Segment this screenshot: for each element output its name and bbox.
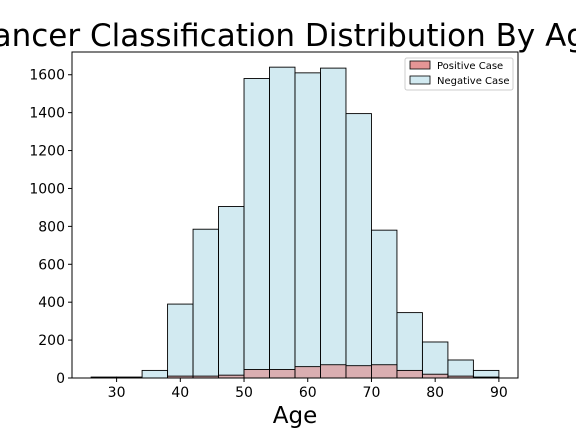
positive-bar	[243, 369, 270, 379]
legend: Positive Case Negative Case	[404, 57, 514, 91]
negative-bar	[396, 312, 423, 379]
negative-bar	[371, 229, 398, 379]
x-tick-label: 30	[108, 385, 126, 401]
positive-bar	[320, 364, 347, 379]
x-tick-label: 50	[235, 385, 253, 401]
negative-bar	[269, 66, 296, 379]
legend-box	[404, 57, 514, 91]
y-tick-label: 1400	[29, 106, 65, 122]
x-tick-label: 70	[363, 385, 381, 401]
plot-area-frame	[71, 51, 519, 379]
y-tick-label: 1200	[29, 144, 65, 160]
negative-bar	[141, 369, 169, 379]
y-tick-label: 600	[38, 257, 65, 273]
negative-bar	[345, 113, 372, 379]
positive-bar	[396, 369, 423, 379]
positive-bar	[294, 366, 321, 379]
legend-swatch-negative	[409, 75, 431, 85]
chart-title: Cancer Classification Distribution By Ag…	[0, 18, 576, 54]
positive-bar	[345, 365, 372, 379]
y-tick-label: 1000	[29, 181, 65, 197]
x-axis: 30 40 50 60 70 80 90	[108, 378, 508, 401]
negative-bar	[320, 67, 347, 379]
x-axis-label: Age	[273, 403, 317, 429]
negative-bar	[294, 72, 321, 379]
negative-bar	[447, 359, 474, 379]
positive-bar	[371, 364, 398, 379]
legend-swatch-positive	[409, 60, 431, 70]
y-axis: 0 200 400 600 800 1000 1200 1400 1600	[29, 68, 72, 387]
negative-bar	[192, 228, 219, 379]
negative-bar	[218, 206, 245, 379]
negative-series	[90, 66, 500, 379]
y-tick-label: 200	[38, 333, 65, 349]
negative-bar	[243, 78, 270, 379]
legend-label-positive: Positive Case	[437, 61, 503, 72]
negative-bar	[421, 341, 449, 379]
x-tick-label: 40	[171, 385, 189, 401]
x-tick-label: 80	[426, 385, 444, 401]
positive-bar	[421, 373, 449, 379]
x-tick-label: 60	[299, 385, 317, 401]
y-tick-label: 800	[38, 219, 65, 235]
negative-bar	[167, 303, 194, 379]
y-tick-label: 400	[38, 295, 65, 311]
positive-series	[167, 364, 500, 379]
legend-label-negative: Negative Case	[437, 76, 510, 87]
x-tick-label: 90	[490, 385, 508, 401]
y-tick-label: 1600	[29, 68, 65, 84]
y-tick-label: 0	[56, 371, 65, 387]
positive-bar	[269, 369, 296, 379]
